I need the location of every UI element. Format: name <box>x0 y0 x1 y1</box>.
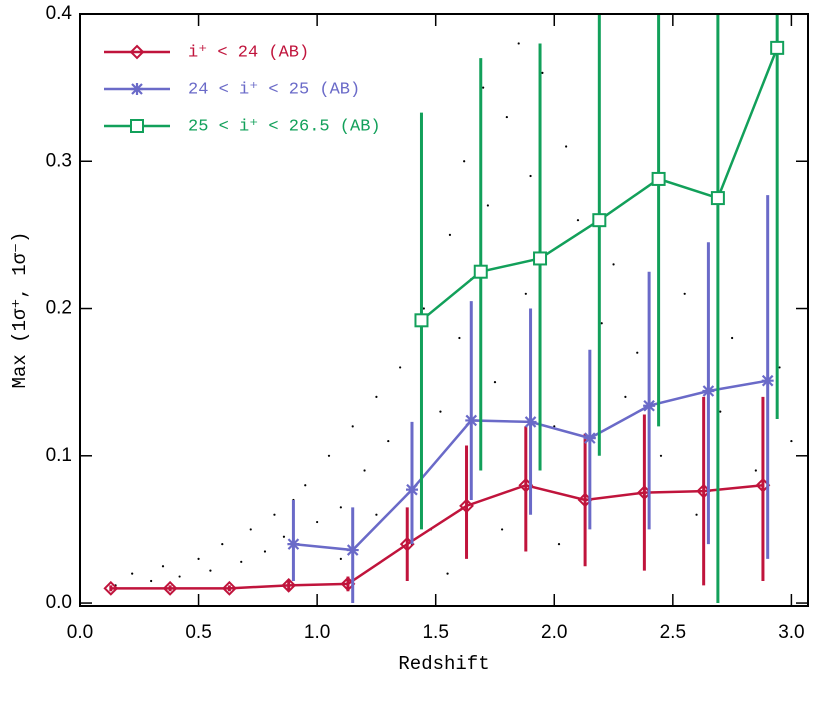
background-point <box>273 513 276 516</box>
marker <box>651 171 666 186</box>
background-point <box>553 425 556 428</box>
background-point <box>387 439 390 443</box>
background-point <box>482 86 485 89</box>
background-point <box>659 454 663 457</box>
background-point <box>565 145 568 148</box>
x-tick-label: 0.0 <box>67 622 93 643</box>
x-axis-label: Redshift <box>398 653 489 675</box>
legend-label: 24 < i⁺ < 25 (AB) <box>188 80 360 99</box>
background-point <box>683 292 686 295</box>
background-point <box>282 535 286 538</box>
background-point <box>695 513 698 516</box>
x-tick-label: 2.5 <box>660 622 686 643</box>
marker <box>473 264 488 279</box>
plot-layer <box>103 14 785 604</box>
background-point <box>446 572 449 575</box>
marker <box>770 40 785 55</box>
background-point <box>541 71 544 75</box>
background-point <box>493 381 497 384</box>
background-point <box>719 410 722 413</box>
marker <box>281 577 297 593</box>
background-point <box>612 263 615 266</box>
marker <box>459 498 474 514</box>
background-point <box>790 439 793 443</box>
legend-label: i⁺ < 24 (AB) <box>188 43 309 62</box>
background-point <box>209 569 212 572</box>
legend-label: 25 < i⁺ < 26.5 (AB) <box>188 117 381 136</box>
background-point <box>486 204 489 207</box>
series-line <box>110 483 764 590</box>
background-point <box>624 395 627 398</box>
background-point <box>731 336 734 340</box>
background-point <box>131 572 134 575</box>
background-point <box>150 579 153 583</box>
background-point <box>339 506 342 509</box>
background-point <box>240 560 243 563</box>
marker <box>524 415 537 428</box>
background-point <box>375 395 378 398</box>
marker <box>414 313 429 328</box>
background-point <box>249 528 252 531</box>
background-point <box>339 557 342 560</box>
background-point <box>178 575 181 578</box>
background-point <box>778 366 781 369</box>
marker <box>131 83 143 95</box>
y-tick-label: 0.3 <box>46 150 72 171</box>
background-point <box>458 336 461 340</box>
x-tick-label: 2.0 <box>541 622 567 643</box>
marker <box>583 432 596 445</box>
marker <box>130 119 144 133</box>
marker <box>592 213 607 228</box>
background-point <box>636 351 639 354</box>
marker <box>702 384 715 397</box>
x-tick-label: 1.5 <box>422 622 448 643</box>
background-point <box>221 543 224 546</box>
marker <box>221 580 237 596</box>
background-point <box>463 160 466 163</box>
marker <box>103 580 119 596</box>
background-point <box>316 520 319 524</box>
y-axis-label: Max (1σ⁺, 1σ⁻) <box>9 232 31 389</box>
marker <box>710 191 725 206</box>
background-point <box>161 565 165 568</box>
background-point <box>505 115 508 119</box>
marker <box>287 538 300 551</box>
x-tick-label: 3.0 <box>778 622 804 643</box>
y-tick-label: 0.4 <box>46 3 73 24</box>
marker <box>643 399 656 412</box>
x-tick-label: 1.0 <box>304 622 330 643</box>
x-tick-label: 0.5 <box>185 622 211 643</box>
background-point <box>439 410 442 413</box>
background-point <box>263 550 267 553</box>
marker <box>129 44 145 60</box>
background-point <box>197 557 200 560</box>
background-point <box>304 484 307 487</box>
background-point <box>557 543 561 546</box>
background-point <box>363 469 366 472</box>
y-tick-label: 0.0 <box>46 592 72 613</box>
y-tick-label: 0.2 <box>46 298 72 319</box>
background-point <box>600 322 603 325</box>
plot-frame <box>79 13 809 607</box>
marker <box>405 483 418 496</box>
background-point <box>529 174 532 178</box>
marker <box>465 414 478 427</box>
background-point <box>327 454 331 457</box>
background-point <box>754 469 757 472</box>
background-point <box>448 233 452 236</box>
background-point <box>375 513 378 516</box>
background-point <box>399 366 402 369</box>
background-point <box>524 292 527 295</box>
y-tick-label: 0.1 <box>46 445 72 466</box>
background-point <box>500 528 504 531</box>
background-point <box>422 307 425 310</box>
marker <box>761 374 774 387</box>
background-point <box>517 42 520 45</box>
marker <box>346 544 359 557</box>
background-point <box>576 219 580 222</box>
marker <box>533 251 548 266</box>
background-point <box>351 425 354 428</box>
marker <box>162 580 178 596</box>
